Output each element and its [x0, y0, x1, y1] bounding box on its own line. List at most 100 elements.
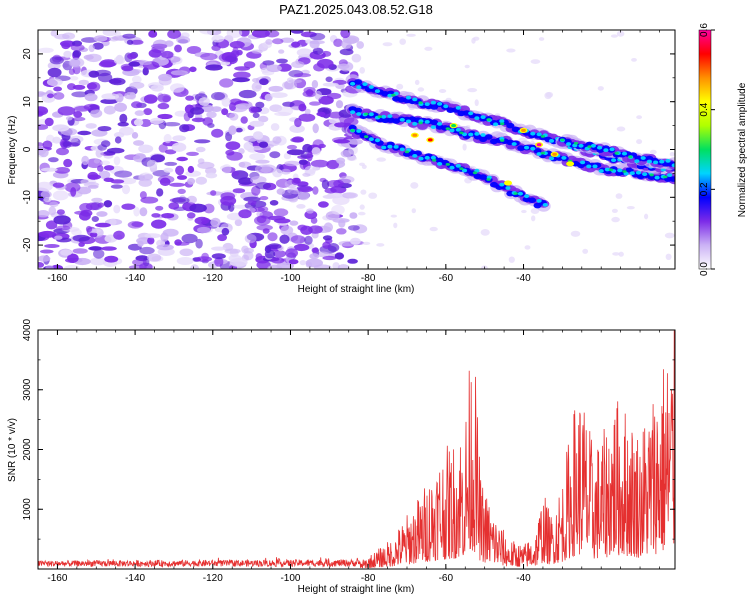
noise-cell [191, 117, 206, 123]
noise-cell [368, 192, 378, 199]
noise-cell [100, 160, 111, 166]
track-cell [374, 89, 381, 93]
track-cell [418, 121, 423, 125]
track-cell [603, 148, 609, 153]
noise-cell [292, 136, 304, 143]
noise-cell [197, 158, 205, 165]
noise-cell [147, 236, 155, 245]
hotspot-core [536, 143, 542, 147]
noise-cell [81, 155, 90, 166]
noise-cell [211, 35, 225, 43]
noise-cell [411, 208, 416, 214]
noise-cell [417, 87, 425, 92]
noise-cell [376, 243, 385, 247]
track-cell [418, 101, 423, 104]
noise-cell [210, 190, 217, 196]
track-cell [362, 82, 368, 86]
noise-cell [114, 136, 122, 144]
noise-cell [52, 124, 70, 132]
noise-cell [243, 196, 261, 202]
track-cell [646, 159, 653, 164]
track-cell [486, 178, 491, 181]
noise-cell [356, 41, 365, 49]
noise-cell [337, 264, 350, 269]
noise-cell [257, 206, 269, 213]
noise-cell [521, 209, 527, 214]
noise-cell [259, 196, 269, 201]
noise-cell [78, 79, 90, 86]
noise-cell [259, 78, 269, 86]
noise-cell [80, 209, 93, 217]
noise-cell [137, 240, 144, 247]
track-cell [513, 192, 518, 195]
noise-cell [87, 174, 102, 180]
x-tick-label: -100 [280, 573, 300, 584]
noise-cell [97, 165, 104, 172]
track-cell [621, 151, 628, 156]
noise-cell [464, 64, 470, 69]
noise-cell [48, 206, 57, 216]
noise-cell [249, 153, 266, 161]
noise-cell [144, 233, 161, 239]
noise-cell [45, 220, 58, 230]
track-cell [348, 124, 357, 131]
noise-cell [171, 142, 187, 152]
noise-cell [38, 262, 45, 268]
noise-cell [156, 244, 174, 251]
noise-cell [251, 49, 263, 54]
noise-cell [360, 189, 367, 195]
noise-cell [220, 195, 237, 206]
noise-cell [122, 33, 136, 39]
noise-cell [231, 171, 240, 177]
noise-cell [414, 79, 420, 85]
y-tick-label: 20 [22, 48, 33, 60]
signal-track [555, 134, 675, 171]
track-cell [609, 147, 615, 152]
track-cell [350, 110, 356, 115]
track-cell [597, 145, 603, 150]
track-cell [499, 182, 505, 187]
noise-cell [190, 264, 199, 269]
noise-cell [40, 190, 52, 198]
noise-cell [133, 140, 145, 146]
noise-cell [81, 37, 98, 43]
noise-cell [44, 244, 60, 248]
noise-cell [234, 219, 243, 227]
noise-cell [187, 177, 196, 185]
noise-cell [168, 202, 180, 210]
hotspot-core [567, 162, 573, 166]
colorbar-tick-label: 0.2 [699, 182, 710, 196]
noise-cell [291, 177, 299, 185]
snr-series-line [38, 330, 675, 569]
track-cell [604, 167, 611, 172]
track-cell [354, 107, 363, 114]
noise-cell [406, 33, 416, 37]
noise-cell [396, 83, 404, 90]
spectrogram-y-label: Frequency (Hz) [7, 116, 18, 185]
noise-cell [172, 135, 186, 142]
noise-cell [309, 32, 326, 41]
noise-cell [298, 190, 310, 201]
noise-cell [291, 61, 305, 68]
noise-cell [314, 90, 323, 100]
noise-cell [170, 83, 185, 93]
noise-cell [148, 49, 162, 58]
noise-cell [200, 52, 218, 61]
noise-cell [270, 92, 288, 98]
snr-y-label: SNR (10 * v/v) [7, 418, 18, 482]
track-cell [350, 81, 356, 86]
noise-cell [38, 47, 54, 53]
noise-cell [211, 44, 221, 52]
noise-cell [89, 232, 98, 238]
track-cell [598, 169, 604, 173]
noise-cell [38, 210, 50, 218]
noise-cell [127, 53, 137, 60]
noise-cell [98, 61, 116, 68]
hotspot-core [427, 138, 433, 142]
noise-cell [142, 174, 154, 180]
track-cell [412, 97, 418, 102]
noise-cell [40, 249, 54, 254]
noise-cell [38, 181, 53, 192]
noise-cell [128, 265, 147, 269]
noise-cell [618, 251, 624, 257]
